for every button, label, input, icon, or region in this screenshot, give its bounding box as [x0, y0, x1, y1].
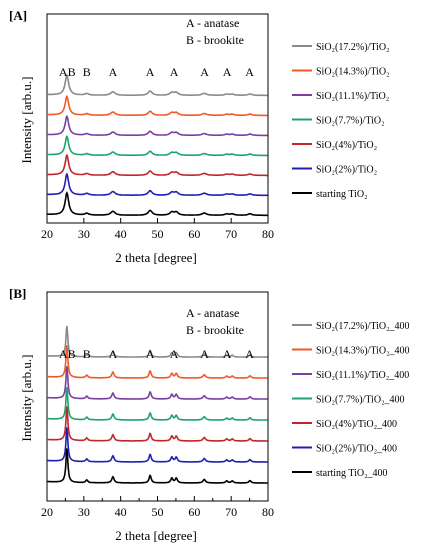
x-tick-label: 20	[41, 227, 53, 241]
panel-b: [B] Intensity [arb.u.] 2 theta [degree] …	[9, 286, 410, 543]
peak-label: A	[200, 65, 209, 79]
series-line	[47, 134, 268, 157]
legend-label: SiO₂(14.3%)/TiO₂_400	[316, 346, 410, 357]
series-line	[47, 73, 268, 97]
panel-a-ylabel: Intensity [arb.u.]	[19, 76, 34, 163]
legend-label: SiO₂(17.2%)/TiO₂	[316, 42, 390, 53]
legend-label: SiO₂(2%)/TiO₂	[316, 165, 377, 176]
x-tick-label: 20	[41, 505, 53, 519]
series-line	[47, 191, 268, 217]
panel-a-key-brookite: B - brookite	[186, 33, 244, 47]
x-tick-label: 80	[262, 227, 274, 241]
peak-label: A	[223, 65, 232, 79]
series-line	[47, 153, 268, 177]
peak-label: A	[109, 347, 118, 361]
x-tick-label: 70	[225, 227, 237, 241]
panel-a-key: A - anatase B - brookite	[186, 16, 244, 47]
x-tick-label: 80	[262, 505, 274, 519]
panel-b-key: A - anatase B - brookite	[186, 306, 244, 337]
series-line	[47, 94, 268, 117]
x-tick-label: 60	[188, 505, 200, 519]
peak-label: A	[245, 65, 254, 79]
legend-label: SiO₂(11.1%)/TiO₂	[316, 91, 389, 102]
peak-label: AB	[59, 65, 76, 79]
panel-b-ylabel: Intensity [arb.u.]	[19, 354, 34, 441]
peak-label: B	[83, 65, 91, 79]
peak-label: A	[109, 65, 118, 79]
panel-a-legend: starting TiO₂ SiO₂(2%)/TiO₂ SiO₂(4%)/TiO₂ S…	[292, 42, 390, 200]
legend-label: SiO₂(2%)/TiO₂_400	[316, 444, 397, 455]
peak-label: A	[245, 347, 254, 361]
x-tick-label: 30	[78, 227, 90, 241]
series-line	[47, 406, 268, 442]
series-line	[47, 427, 268, 463]
series-line	[47, 172, 268, 197]
peak-label: A	[146, 347, 155, 361]
x-tick-label: 50	[152, 505, 164, 519]
panel-b-xlabel: 2 theta [degree]	[115, 528, 197, 543]
peak-label: A	[200, 347, 209, 361]
peak-label: B	[83, 347, 91, 361]
legend-label: starting TiO₂_400	[316, 468, 388, 479]
peak-label: A	[146, 65, 155, 79]
x-tick-label: 40	[115, 227, 127, 241]
legend-label: SiO₂(4%)/TiO₂_400	[316, 419, 397, 430]
peak-label: A	[223, 347, 232, 361]
panel-b-label: [B]	[9, 286, 26, 301]
panel-a-xlabel: 2 theta [degree]	[115, 250, 197, 265]
series-line	[47, 448, 268, 484]
peak-label: AB	[59, 347, 76, 361]
legend-label: SiO₂(11.1%)/TiO₂_400	[316, 370, 409, 381]
x-tick-label: 60	[188, 227, 200, 241]
legend-label: SiO₂(4%)/TiO₂	[316, 140, 377, 151]
x-tick-label: 50	[152, 227, 164, 241]
legend-label: SiO₂(14.3%)/TiO₂	[316, 67, 390, 78]
panel-b-key-brookite: B - brookite	[186, 323, 244, 337]
series-line	[47, 114, 268, 137]
peak-label: A	[170, 347, 179, 361]
legend-label: SiO₂(7.7%)/TiO₂_400	[316, 395, 405, 406]
series-line	[47, 345, 268, 379]
panel-a: [A] Intensity [arb.u.] 2 theta [degree] …	[9, 8, 390, 265]
panel-b-legend: starting TiO₂_400 SiO₂(2%)/TiO₂_400 SiO₂(4…	[292, 321, 410, 479]
x-tick-label: 40	[115, 505, 127, 519]
x-tick-label: 70	[225, 505, 237, 519]
series-line	[46, 325, 268, 358]
x-tick-label: 30	[78, 505, 90, 519]
series-line	[47, 387, 268, 421]
legend-label: SiO₂(7.7%)/TiO₂	[316, 116, 385, 127]
panel-b-key-anatase: A - anatase	[186, 306, 239, 320]
legend-label: SiO₂(17.2%)/TiO₂_400	[316, 321, 410, 332]
peak-label: A	[170, 65, 179, 79]
panel-a-label: [A]	[9, 8, 27, 23]
series-line	[47, 366, 268, 400]
panel-a-key-anatase: A - anatase	[186, 16, 239, 30]
legend-label: starting TiO₂	[316, 189, 368, 200]
